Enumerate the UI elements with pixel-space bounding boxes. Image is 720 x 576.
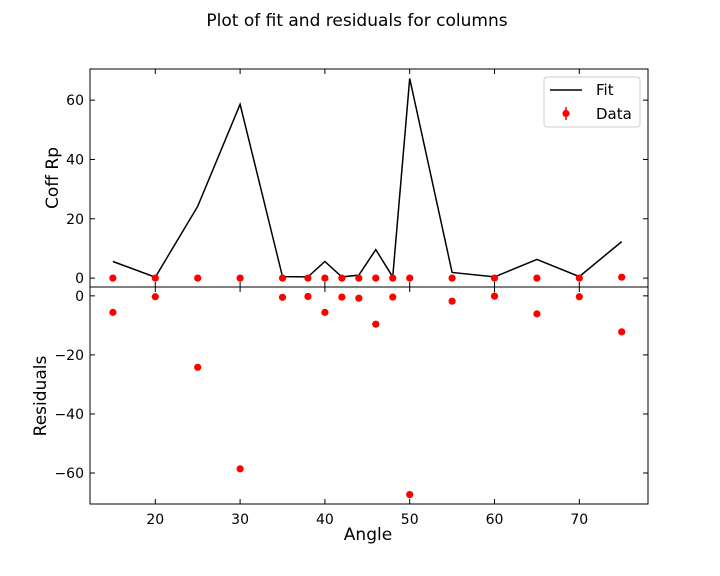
- fit-data-point: [194, 274, 202, 282]
- legend-fit-label: Fit: [596, 81, 614, 99]
- fit-ytick-label: 0: [75, 271, 84, 287]
- fit-panel: 0 20 40 60: [66, 68, 649, 288]
- fit-ytick-label: 40: [66, 152, 84, 168]
- legend-data-label: Data: [596, 105, 632, 123]
- residual-data-point: [355, 294, 363, 302]
- residual-ytick-label: −40: [54, 407, 84, 423]
- residual-data-point: [575, 293, 583, 301]
- chart-title: Plot of fit and residuals for columns: [206, 11, 507, 31]
- fit-data-point: [338, 274, 346, 282]
- residual-data-point: [372, 320, 380, 328]
- fit-data-point: [448, 274, 456, 282]
- residual-data-point: [236, 465, 244, 473]
- residual-data-point: [109, 308, 117, 316]
- residual-data-point: [533, 310, 541, 318]
- residual-data-point: [321, 308, 329, 316]
- residual-ytick-label: −20: [54, 348, 84, 364]
- fit-data-point: [575, 274, 583, 282]
- x-axis-label: Angle: [344, 525, 392, 545]
- x-tick-label: 30: [231, 512, 249, 528]
- fit-data-point: [355, 274, 363, 282]
- fit-data-point: [278, 274, 287, 282]
- residual-data-point: [278, 293, 287, 301]
- residual-data-point: [338, 293, 346, 301]
- bottom-ylabel: Residuals: [31, 356, 51, 437]
- residuals-panel: 0 −20 −40 −60 20 30 40 50 60 70: [54, 286, 649, 528]
- fit-data-point: [321, 274, 329, 282]
- residual-data-point: [194, 363, 202, 371]
- x-tick-label: 20: [146, 512, 164, 528]
- fit-data-point: [372, 274, 380, 282]
- residual-ytick-label: 0: [75, 289, 84, 305]
- fit-data-point: [533, 274, 541, 282]
- fit-data-point: [109, 274, 117, 282]
- residual-data-point: [151, 293, 159, 301]
- x-tick-label: 60: [486, 512, 504, 528]
- fit-data-point: [406, 274, 414, 282]
- fit-data-point: [304, 274, 312, 282]
- legend-data-swatch: [562, 109, 570, 118]
- fit-data-point: [490, 274, 499, 282]
- top-ylabel: Coff Rp: [43, 147, 63, 209]
- fit-data-point: [389, 274, 397, 282]
- residual-data-point: [448, 297, 456, 305]
- residual-frame: [89, 286, 649, 505]
- residual-data-point: [618, 328, 626, 336]
- residual-data-point: [490, 292, 499, 300]
- fit-ytick-label: 20: [66, 212, 84, 228]
- x-tick-label: 40: [316, 512, 334, 528]
- x-tick-label: 50: [401, 512, 419, 528]
- fit-data-point: [618, 273, 626, 281]
- residual-data-point: [304, 292, 312, 301]
- fit-data-point: [151, 274, 159, 282]
- residual-data-point: [389, 293, 397, 301]
- residual-data-point: [406, 490, 414, 499]
- x-tick-label: 70: [570, 512, 588, 528]
- fit-ytick-label: 60: [66, 93, 84, 109]
- fit-data-point: [236, 274, 244, 282]
- legend: Fit Data: [543, 76, 641, 128]
- residual-ytick-label: −60: [54, 466, 84, 482]
